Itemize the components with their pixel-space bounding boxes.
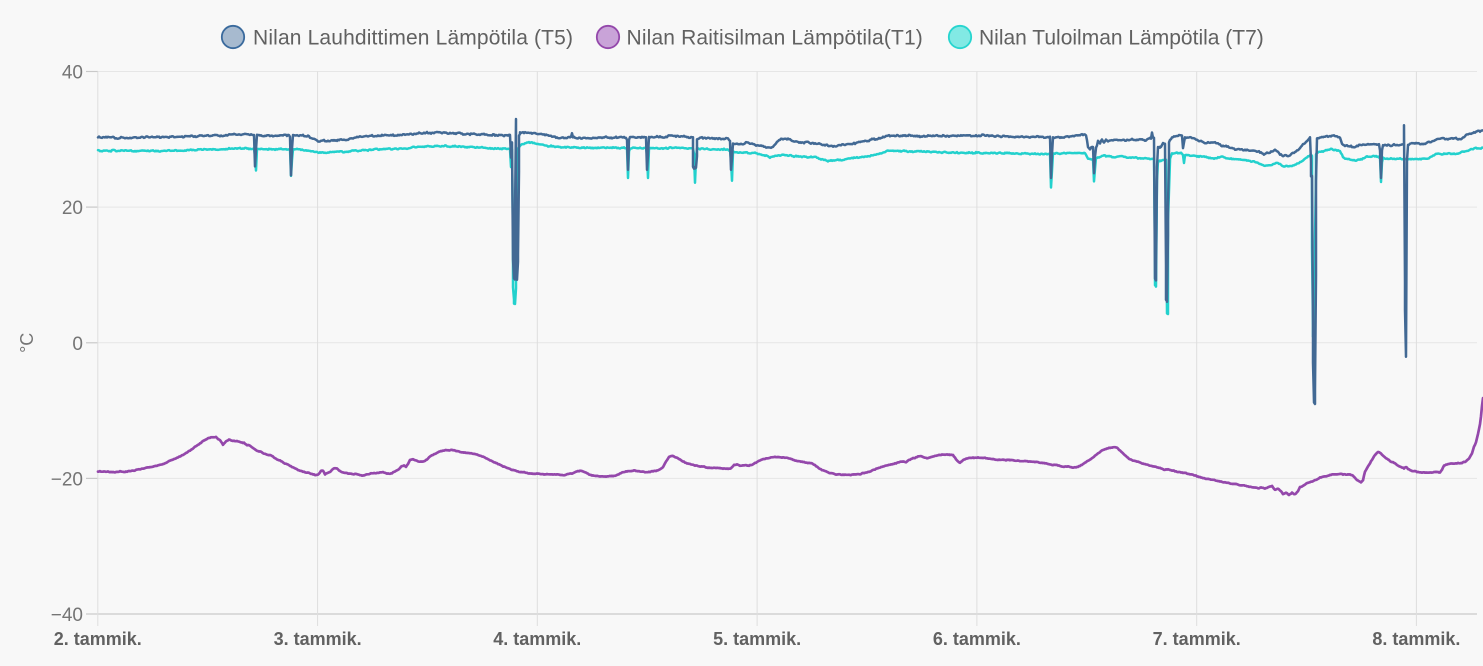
svg-text:6. tammik.: 6. tammik. bbox=[933, 629, 1021, 649]
svg-text:20: 20 bbox=[62, 198, 83, 219]
svg-text:3. tammik.: 3. tammik. bbox=[274, 629, 362, 649]
svg-text:°C: °C bbox=[17, 333, 37, 353]
svg-text:8. tammik.: 8. tammik. bbox=[1372, 629, 1460, 649]
svg-text:4. tammik.: 4. tammik. bbox=[493, 629, 581, 649]
svg-text:Nilan Tuloilman Lämpötila (T7): Nilan Tuloilman Lämpötila (T7) bbox=[979, 27, 1264, 50]
svg-text:0: 0 bbox=[72, 334, 83, 355]
svg-text:Nilan Lauhdittimen Lämpötila (: Nilan Lauhdittimen Lämpötila (T5) bbox=[253, 27, 573, 50]
svg-text:7. tammik.: 7. tammik. bbox=[1153, 629, 1241, 649]
svg-text:40: 40 bbox=[62, 63, 83, 84]
svg-text:5. tammik.: 5. tammik. bbox=[713, 629, 801, 649]
svg-text:Nilan Raitisilman Lämpötila(T1: Nilan Raitisilman Lämpötila(T1) bbox=[627, 27, 923, 50]
svg-text:−20: −20 bbox=[51, 469, 83, 490]
svg-text:−40: −40 bbox=[51, 605, 83, 626]
svg-text:2. tammik.: 2. tammik. bbox=[54, 629, 142, 649]
